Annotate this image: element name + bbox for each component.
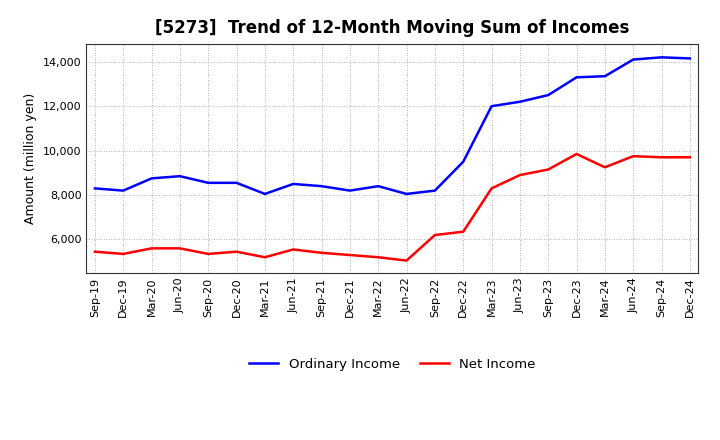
Ordinary Income xyxy=(233,180,241,186)
Line: Net Income: Net Income xyxy=(95,154,690,260)
Net Income xyxy=(516,172,524,178)
Net Income xyxy=(346,253,354,258)
Ordinary Income xyxy=(204,180,212,186)
Net Income xyxy=(318,250,326,256)
Y-axis label: Amount (million yen): Amount (million yen) xyxy=(24,93,37,224)
Ordinary Income xyxy=(629,57,637,62)
Ordinary Income xyxy=(402,191,411,197)
Net Income xyxy=(487,186,496,191)
Title: [5273]  Trend of 12-Month Moving Sum of Incomes: [5273] Trend of 12-Month Moving Sum of I… xyxy=(156,19,629,37)
Ordinary Income xyxy=(544,92,552,98)
Net Income xyxy=(374,255,382,260)
Ordinary Income xyxy=(176,173,184,179)
Net Income xyxy=(261,255,269,260)
Ordinary Income xyxy=(91,186,99,191)
Net Income xyxy=(402,258,411,263)
Net Income xyxy=(459,229,467,235)
Legend: Ordinary Income, Net Income: Ordinary Income, Net Income xyxy=(244,352,541,376)
Ordinary Income xyxy=(261,191,269,197)
Ordinary Income xyxy=(148,176,156,181)
Ordinary Income xyxy=(119,188,127,193)
Ordinary Income xyxy=(572,75,581,80)
Net Income xyxy=(289,247,297,252)
Net Income xyxy=(600,165,609,170)
Ordinary Income xyxy=(346,188,354,193)
Net Income xyxy=(629,154,637,159)
Net Income xyxy=(119,251,127,257)
Net Income xyxy=(431,232,439,238)
Ordinary Income xyxy=(431,188,439,193)
Ordinary Income xyxy=(657,55,666,60)
Net Income xyxy=(657,154,666,160)
Net Income xyxy=(685,154,694,160)
Net Income xyxy=(233,249,241,254)
Net Income xyxy=(544,167,552,172)
Ordinary Income xyxy=(318,183,326,189)
Net Income xyxy=(91,249,99,254)
Ordinary Income xyxy=(685,56,694,61)
Ordinary Income xyxy=(516,99,524,104)
Net Income xyxy=(148,246,156,251)
Ordinary Income xyxy=(459,159,467,165)
Ordinary Income xyxy=(289,181,297,187)
Ordinary Income xyxy=(600,73,609,79)
Line: Ordinary Income: Ordinary Income xyxy=(95,57,690,194)
Net Income xyxy=(204,251,212,257)
Net Income xyxy=(176,246,184,251)
Net Income xyxy=(572,151,581,157)
Ordinary Income xyxy=(374,183,382,189)
Ordinary Income xyxy=(487,103,496,109)
